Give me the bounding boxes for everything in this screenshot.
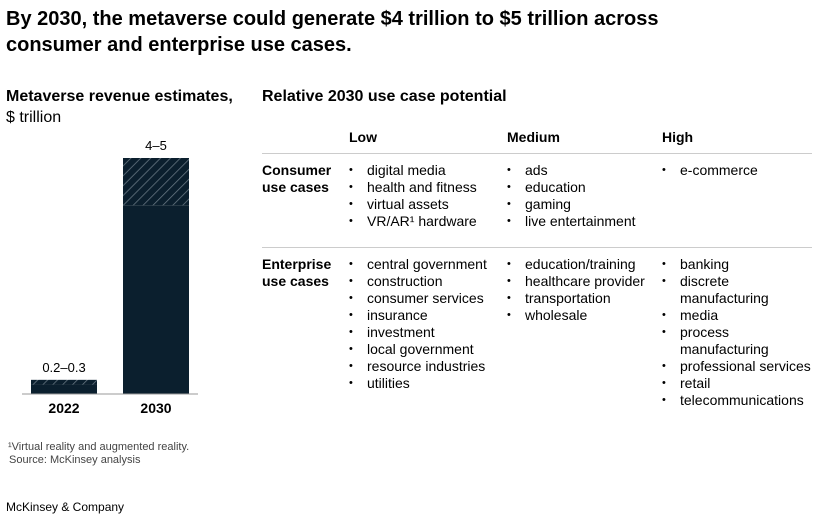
table-row: Enterprise use casescentral governmentco… — [262, 247, 812, 428]
bar-range — [123, 158, 189, 206]
list-item: retail — [662, 375, 812, 392]
x-tick-label: 2022 — [48, 400, 79, 416]
list-item: professional services — [662, 358, 812, 375]
list-item: resource industries — [349, 358, 499, 375]
bar-range — [31, 379, 97, 385]
chart-subtitle: $ trillion — [6, 109, 62, 126]
column-header: Low — [349, 129, 377, 145]
column-header: Medium — [507, 129, 560, 145]
list-item: healthcare provider — [507, 273, 657, 290]
table-row: Consumer use cases digital mediahealth an… — [262, 153, 812, 248]
list-item: education/training — [507, 256, 657, 273]
list-item: central government — [349, 256, 499, 273]
list-item: VR/AR¹ hardware — [349, 213, 499, 230]
row-label: Consumer use cases — [262, 162, 332, 195]
source: Source: McKinsey analysis — [9, 454, 141, 466]
list-item: live entertainment — [507, 213, 657, 230]
list-item: gaming — [507, 196, 657, 213]
table-cell: adseducationgaminglive entertainment — [507, 162, 657, 230]
table-cell: e-commerce — [662, 162, 812, 179]
row-label: Enterprise use cases — [262, 256, 332, 289]
list-item: local government — [349, 341, 499, 358]
x-tick-label: 2030 — [140, 400, 171, 416]
brand: McKinsey & Company — [6, 500, 125, 514]
value-label: 4–5 — [145, 138, 167, 153]
list-item: virtual assets — [349, 196, 499, 213]
list-item: discrete manufacturing — [662, 273, 812, 307]
footnote: ¹Virtual reality and augmented reality. — [8, 441, 190, 453]
list-item: e-commerce — [662, 162, 812, 179]
bar-low — [31, 384, 97, 394]
list-item: digital media — [349, 162, 499, 179]
table-cell: central governmentconstructionconsumer s… — [349, 256, 499, 392]
chart-title: Metaverse revenue estimates, — [6, 88, 233, 105]
list-item: process manufacturing — [662, 324, 812, 358]
page-title: By 2030, the metaverse could generate $4… — [6, 8, 659, 56]
table-cell: digital mediahealth and fitnessvirtual a… — [349, 162, 499, 230]
list-item: education — [507, 179, 657, 196]
footnotes: ¹Virtual reality and augmented reality. … — [8, 441, 189, 467]
bar-low — [123, 205, 189, 394]
column-header: High — [662, 129, 694, 145]
list-item: transportation — [507, 290, 657, 307]
list-item: telecommunications — [662, 392, 812, 409]
list-item: media — [662, 307, 812, 324]
list-item: investment — [349, 324, 499, 341]
table-cell: bankingdiscrete manufacturingmediaproces… — [662, 256, 812, 409]
list-item: ads — [507, 162, 657, 179]
list-item: utilities — [349, 375, 499, 392]
list-item: banking — [662, 256, 812, 273]
list-item: insurance — [349, 307, 499, 324]
list-item: consumer services — [349, 290, 499, 307]
list-item: wholesale — [507, 307, 657, 324]
table-cell: education/traininghealthcare providertra… — [507, 256, 657, 324]
list-item: construction — [349, 273, 499, 290]
list-item: health and fitness — [349, 179, 499, 196]
chart: 0.2–0.3 2022 4–5 2030 — [22, 138, 198, 416]
value-label: 0.2–0.3 — [42, 360, 85, 375]
table-title: Relative 2030 use case potential — [262, 88, 507, 105]
